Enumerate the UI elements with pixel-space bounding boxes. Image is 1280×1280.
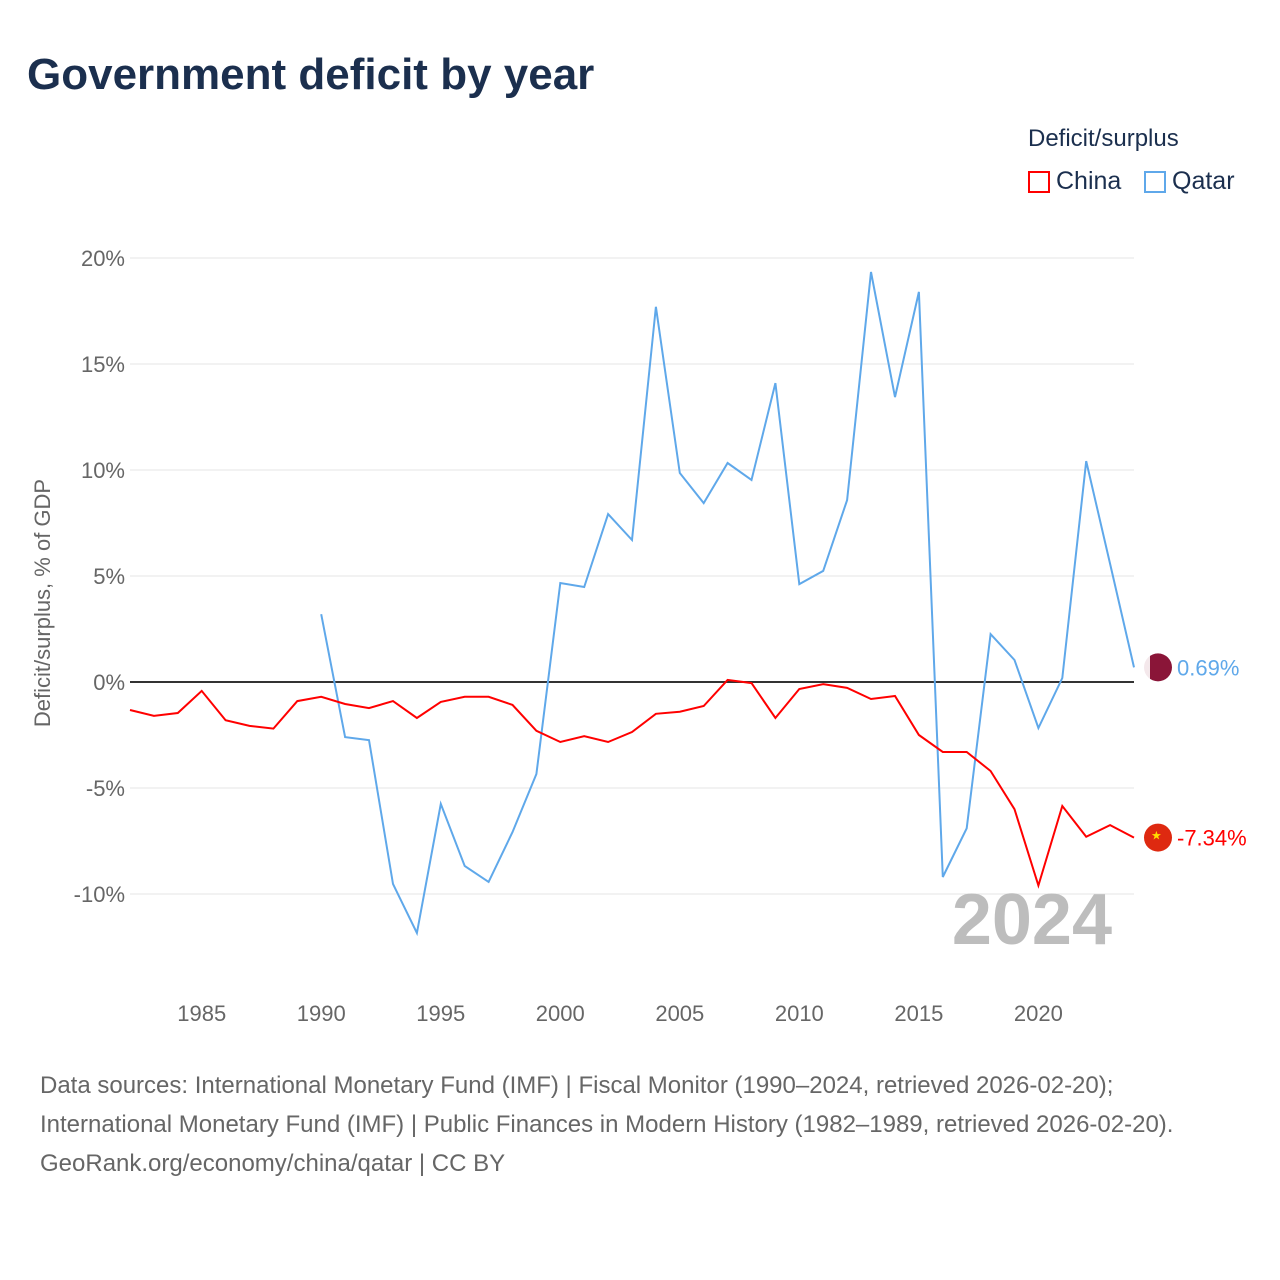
- y-tick-label: 15%: [81, 352, 125, 377]
- y-tick-label: 5%: [93, 564, 125, 589]
- chart-title: Government deficit by year: [27, 50, 595, 99]
- legend-label: China: [1056, 167, 1122, 195]
- legend-title: Deficit/surplus: [1028, 125, 1179, 152]
- x-tick-label: 2005: [655, 1001, 704, 1026]
- x-tick-label: 1985: [177, 1001, 226, 1026]
- flag-qatar-icon: [1144, 653, 1172, 682]
- end-value-label: -7.34%: [1177, 826, 1247, 851]
- x-tick-label: 2015: [894, 1001, 943, 1026]
- series-line-qatar: [320, 271, 1135, 937]
- flag-stripe: [1144, 653, 1150, 682]
- year-label: 2024: [952, 880, 1112, 960]
- series-line-china: [129, 678, 1135, 889]
- y-tick-label: -5%: [86, 776, 125, 801]
- x-tick-label: 2010: [775, 1001, 824, 1026]
- x-tick-label: 1995: [416, 1001, 465, 1026]
- flag-star: ★: [1151, 829, 1162, 843]
- y-axis-label: Deficit/surplus, % of GDP: [30, 479, 55, 727]
- attribution-link[interactable]: GeoRank.org/economy/china/qatar | CC BY: [40, 1150, 506, 1177]
- legend-item-china[interactable]: China: [1028, 167, 1121, 196]
- x-tick-label: 2020: [1014, 1001, 1063, 1026]
- flag-china-icon: [1144, 823, 1172, 852]
- y-tick-label: 10%: [81, 458, 125, 483]
- chart-area: 20% 15% 10% 5% 0% -5% -10% 1985 1990 1995 2000 2005…: [30, 246, 1247, 1026]
- y-tick-label: 20%: [81, 246, 125, 271]
- legend-swatch: [1144, 170, 1166, 193]
- y-tick-label: 0%: [93, 670, 125, 695]
- sources: Data sources: International Monetary Fun…: [40, 1066, 1240, 1183]
- data-sources-text: Data sources: International Monetary Fun…: [40, 1072, 1174, 1138]
- legend-label: Qatar: [1172, 167, 1235, 195]
- legend-item-qatar[interactable]: Qatar: [1144, 167, 1235, 196]
- x-tick-label: 1990: [297, 1001, 346, 1026]
- x-tick-label: 2000: [536, 1001, 585, 1026]
- y-tick-label: -10%: [74, 882, 125, 907]
- end-value-label: 0.69%: [1177, 655, 1239, 680]
- legend-swatch: [1028, 170, 1050, 193]
